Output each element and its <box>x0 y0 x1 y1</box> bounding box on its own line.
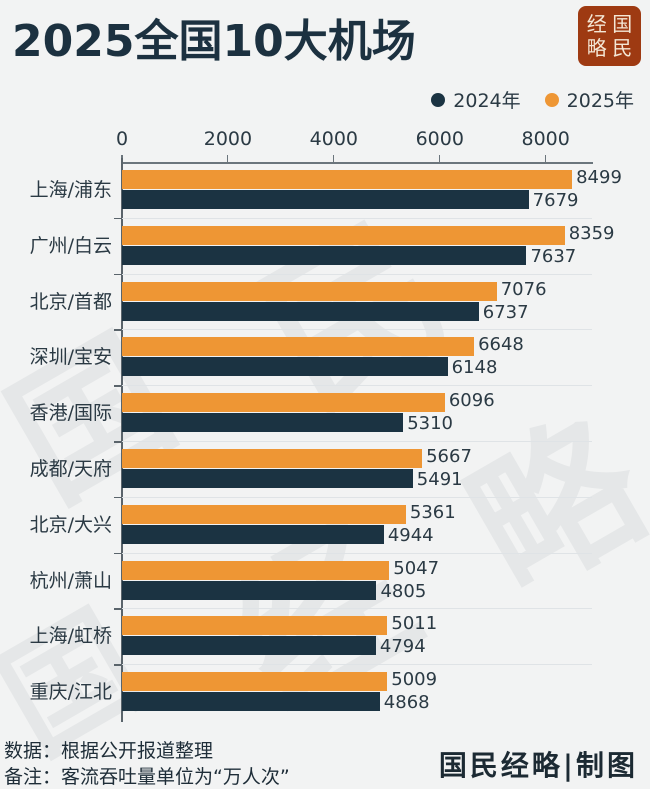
logo-char: 民 <box>612 36 633 60</box>
unit-note: 备注：客流吞吐量单位为“万人次” <box>4 766 290 788</box>
bar-2025 <box>122 616 388 636</box>
grid-line <box>122 329 592 331</box>
grid-line <box>122 217 592 219</box>
grid-line <box>122 385 592 387</box>
value-label-2024: 6148 <box>451 357 498 379</box>
bar-2025 <box>122 337 475 357</box>
bar-2024 <box>122 357 448 377</box>
value-label-2024: 4868 <box>383 692 430 714</box>
x-tick-mark <box>544 155 547 163</box>
category-label: 北京/首都 <box>29 290 112 313</box>
legend-label: 2024年 <box>453 90 521 112</box>
bar-2024 <box>122 580 377 600</box>
category-label: 香港/国际 <box>29 402 112 425</box>
category-tick <box>114 441 122 443</box>
value-label-2025: 6096 <box>448 390 495 412</box>
category-tick <box>114 552 122 555</box>
bar-2024 <box>122 469 413 488</box>
grid-line <box>122 441 592 442</box>
category-tick <box>114 664 122 666</box>
category-tick <box>114 329 122 331</box>
value-label-2024: 4805 <box>380 580 427 602</box>
category-label: 上海/浦东 <box>29 179 112 201</box>
value-label-2025: 5011 <box>391 613 438 635</box>
brand-logo: 经 国 略 民 <box>578 6 641 66</box>
logo-char: 国 <box>612 12 633 36</box>
value-label-2025: 5667 <box>426 446 472 467</box>
x-tick-label: 0 <box>115 128 129 150</box>
x-tick-mark <box>332 155 335 163</box>
x-tick-mark <box>226 155 229 163</box>
category-tick <box>114 496 122 499</box>
value-label-2025: 7076 <box>500 278 547 300</box>
category-label: 重庆/江北 <box>29 681 112 704</box>
value-label-2024: 7679 <box>532 190 579 211</box>
grid-line <box>122 664 592 666</box>
legend: 2024年 2025年 <box>431 86 634 113</box>
bar-2025 <box>122 672 388 692</box>
x-tick-label: 2000 <box>203 128 253 150</box>
category-label: 深圳/宝安 <box>29 346 112 369</box>
legend-item-2025: 2025年 <box>544 86 634 113</box>
bar-2025 <box>122 170 573 189</box>
x-axis-line <box>121 162 593 164</box>
category-label: 北京/大兴 <box>29 513 112 536</box>
value-label-2025: 5009 <box>391 669 438 691</box>
grid-line <box>122 552 592 554</box>
legend-dot-icon <box>544 92 559 107</box>
category-tick <box>114 273 122 276</box>
value-label-2025: 5047 <box>393 557 440 579</box>
bar-2024 <box>122 636 376 656</box>
category-tick <box>114 608 122 610</box>
legend-dot-icon <box>431 92 446 107</box>
bar-2024 <box>122 692 380 712</box>
value-label-2025: 8499 <box>576 167 622 188</box>
category-tick <box>114 217 122 220</box>
bar-2025 <box>122 504 406 524</box>
logo-char: 略 <box>586 36 607 60</box>
bar-2025 <box>122 393 445 413</box>
bar-2025 <box>122 225 565 245</box>
value-label-2024: 4794 <box>379 636 426 658</box>
grid-line <box>122 608 592 610</box>
legend-label: 2025年 <box>566 90 634 112</box>
value-label-2024: 6737 <box>482 301 529 323</box>
value-label-2024: 4944 <box>387 524 434 546</box>
category-label: 上海/虹桥 <box>29 625 112 648</box>
y-axis-line <box>121 158 123 722</box>
category-label: 杭州/萧山 <box>29 569 112 592</box>
grid-line <box>122 496 592 498</box>
x-tick-label: 4000 <box>309 128 359 150</box>
x-tick-mark <box>438 155 441 163</box>
bar-2024 <box>122 413 404 433</box>
bar-2024 <box>122 301 479 321</box>
bar-2024 <box>122 245 527 265</box>
category-label: 成都/天府 <box>29 458 112 480</box>
x-tick-label: 8000 <box>521 128 570 150</box>
credit-label: 国民经略|制图 <box>438 749 638 782</box>
value-label-2025: 6648 <box>478 334 524 356</box>
x-tick-label: 6000 <box>415 128 464 150</box>
value-label-2024: 7637 <box>530 245 577 267</box>
bar-2025 <box>122 449 423 468</box>
category-tick <box>114 385 122 387</box>
bar-2024 <box>122 190 529 209</box>
logo-char: 经 <box>586 12 607 36</box>
grid-line <box>122 273 592 275</box>
chart-title: 2025全国10大机场 <box>12 16 416 67</box>
value-label-2025: 8359 <box>568 222 615 244</box>
legend-item-2024: 2024年 <box>431 86 521 113</box>
value-label-2024: 5491 <box>416 469 463 490</box>
data-source-note: 数据：根据公开报道整理 <box>4 740 214 762</box>
bar-2025 <box>122 281 497 301</box>
category-label: 广州/白云 <box>29 234 112 257</box>
value-label-2024: 5310 <box>407 413 454 435</box>
bar-2025 <box>122 560 390 580</box>
bar-2024 <box>122 524 384 544</box>
value-label-2025: 5361 <box>409 501 456 523</box>
